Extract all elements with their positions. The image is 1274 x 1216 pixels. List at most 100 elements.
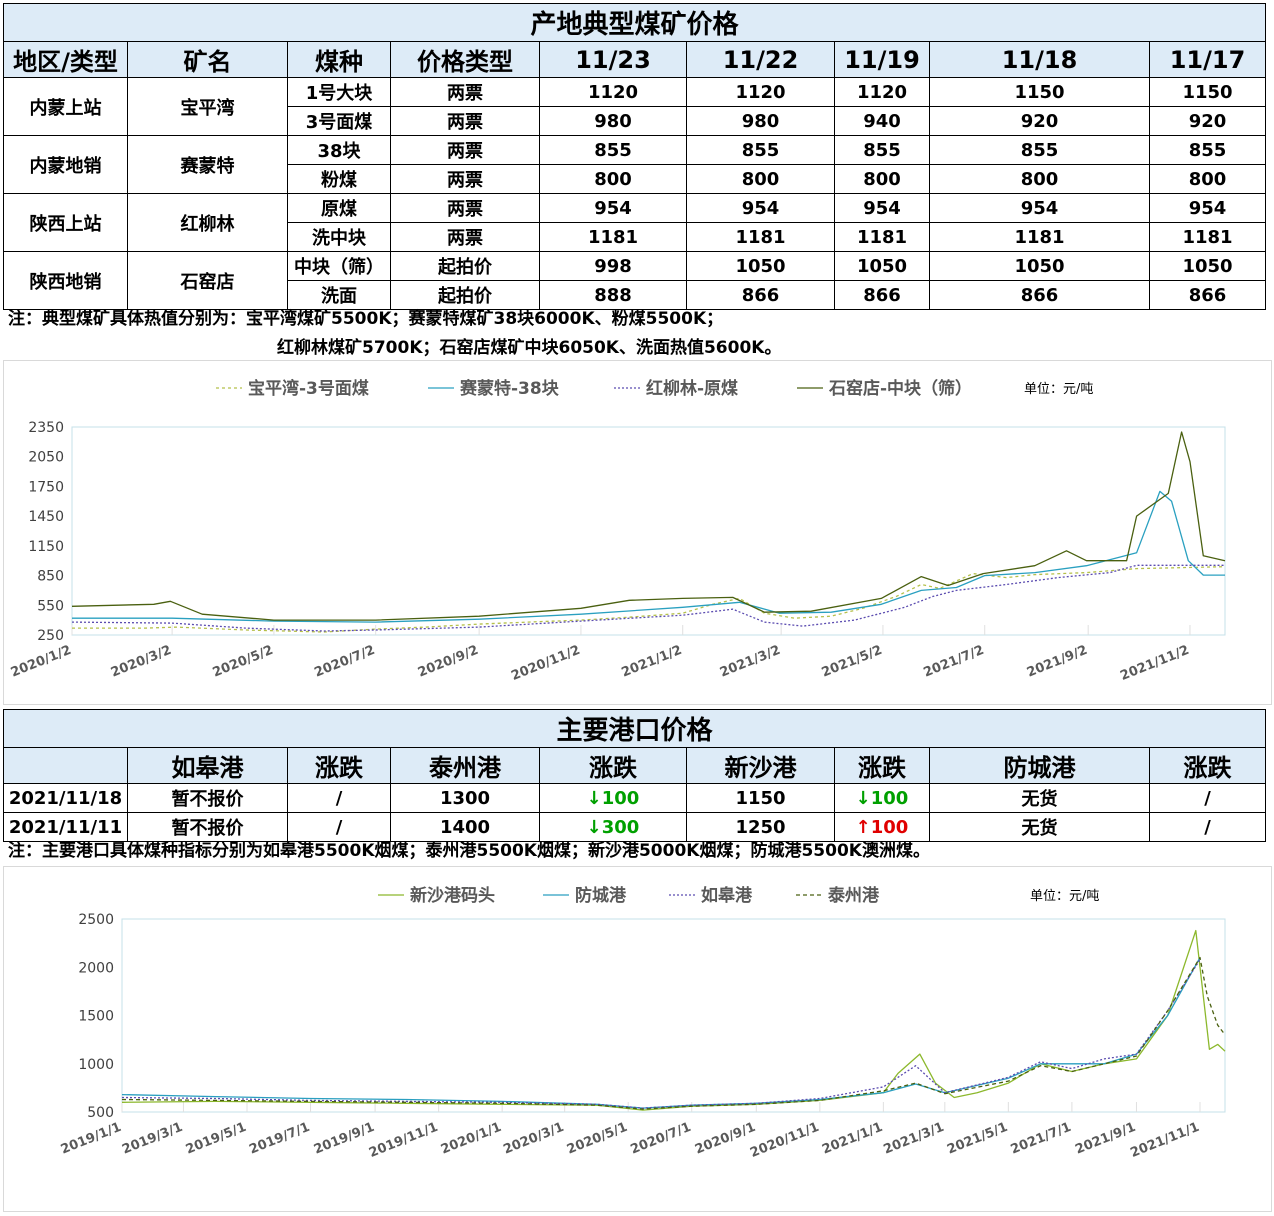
legend-label: 红柳林-原煤 xyxy=(646,378,738,399)
price-cell: 800 xyxy=(539,164,687,194)
port-fangcheng-chg-cell: / xyxy=(1148,783,1267,813)
plot-area xyxy=(121,918,1226,1113)
mine-header-cell: 价格类型 xyxy=(390,41,540,78)
x-tick-label: 2021/9/1 xyxy=(1073,1120,1138,1158)
x-tick-label: 2020/1/2 xyxy=(9,643,74,681)
legend-label: 宝平湾-3号面煤 xyxy=(248,378,369,399)
price-cell: 920 xyxy=(929,106,1150,136)
price-cell: 920 xyxy=(1148,106,1267,136)
mine-header-cell: 11/19 xyxy=(834,41,930,78)
port-table-title: 主要港口价格 xyxy=(2,709,1267,748)
coal-type-cell: 洗中块 xyxy=(287,222,391,252)
port-fangcheng-cell: 无货 xyxy=(929,783,1150,813)
port-header-cell: 涨跌 xyxy=(1148,747,1267,784)
price-cell: 866 xyxy=(1148,280,1267,310)
legend-label: 新沙港码头 xyxy=(410,885,495,906)
price-cell: 855 xyxy=(1148,135,1267,165)
y-tick-label: 1750 xyxy=(28,479,64,495)
port-xinsha-cell: 1250 xyxy=(686,812,835,842)
port-header-cell: 涨跌 xyxy=(539,747,687,784)
coal-type-cell: 1号大块 xyxy=(287,77,391,107)
x-tick-label: 2020/3/1 xyxy=(501,1120,566,1158)
mine-header-cell: 11/22 xyxy=(686,41,835,78)
price-type-cell: 两票 xyxy=(390,193,540,223)
price-cell: 940 xyxy=(834,106,930,136)
coal-type-cell: 38块 xyxy=(287,135,391,165)
coal-type-cell: 粉煤 xyxy=(287,164,391,194)
y-tick-label: 850 xyxy=(37,569,64,585)
port-taizhou-cell: 1300 xyxy=(390,783,540,813)
mine-note-line2: 红柳林煤矿5700K；石窑店煤矿中块6050K、洗面热值5600K。 xyxy=(277,338,782,358)
price-cell: 855 xyxy=(834,135,930,165)
price-cell: 855 xyxy=(539,135,687,165)
y-tick-label: 2350 xyxy=(28,420,64,436)
price-cell: 1050 xyxy=(1148,251,1267,281)
port-fangcheng-chg-cell: / xyxy=(1148,812,1267,842)
region-cell: 内蒙地销 xyxy=(3,135,128,194)
series-line-2 xyxy=(72,490,1225,623)
mine-note-line1: 注：典型煤矿具体热值分别为：宝平湾煤矿5500K；赛蒙特煤矿38块6000K、粉… xyxy=(8,309,724,329)
price-cell: 1181 xyxy=(929,222,1150,252)
price-cell: 800 xyxy=(686,164,835,194)
legend-label: 如皋港 xyxy=(701,885,753,906)
y-tick-label: 2050 xyxy=(28,450,64,466)
x-tick-label: 2021/7/2 xyxy=(921,643,986,681)
price-cell: 800 xyxy=(1148,164,1267,194)
coal-type-cell: 3号面煤 xyxy=(287,106,391,136)
price-cell: 866 xyxy=(929,280,1150,310)
port-fangcheng-cell: 无货 xyxy=(929,812,1150,842)
port-header-cell: 涨跌 xyxy=(287,747,391,784)
legend-label: 防城港 xyxy=(575,885,627,906)
region-cell: 陕西上站 xyxy=(3,193,128,252)
x-tick-label: 2021/3/1 xyxy=(882,1120,947,1158)
price-cell: 1181 xyxy=(1148,222,1267,252)
price-cell: 1120 xyxy=(834,77,930,107)
x-tick-label: 2020/9/1 xyxy=(693,1120,758,1158)
mine-header-cell: 煤种 xyxy=(287,41,391,78)
x-tick-label: 2021/11/1 xyxy=(1128,1120,1201,1161)
x-tick-label: 2020/7/1 xyxy=(628,1120,693,1158)
x-tick-label: 2020/3/2 xyxy=(109,643,174,681)
port-date-cell: 2021/11/18 xyxy=(3,783,128,813)
table-row: 粉煤 两票 800 800 800 800 800 xyxy=(4,164,1267,194)
price-type-cell: 两票 xyxy=(390,164,540,194)
port-taizhou-chg-cell: ↓300 xyxy=(539,812,687,842)
mine-header-cell: 11/17 xyxy=(1148,41,1267,78)
price-cell: 1150 xyxy=(929,77,1150,107)
y-tick-label: 1450 xyxy=(28,509,64,525)
y-tick-label: 2000 xyxy=(78,960,114,976)
x-tick-label: 2020/11/2 xyxy=(509,643,582,684)
series-line-3 xyxy=(121,959,1201,1109)
series-line-1 xyxy=(121,929,1226,1111)
price-cell: 954 xyxy=(539,193,687,223)
mine-header-cell: 11/23 xyxy=(539,41,687,78)
x-tick-label: 2021/1/2 xyxy=(619,643,684,681)
mine-price-chart: 宝平湾-3号面煤 赛蒙特-38块 红柳林-原煤 石窑店-中块（筛） 单位：元/吨 250 5… xyxy=(3,360,1272,705)
price-cell: 1181 xyxy=(539,222,687,252)
price-cell: 954 xyxy=(834,193,930,223)
mine-table-title: 产地典型煤矿价格 xyxy=(2,3,1267,42)
table-row: 3号面煤 两票 980 980 940 920 920 xyxy=(4,106,1267,136)
x-tick-label: 2020/1/1 xyxy=(439,1120,504,1158)
plot-area xyxy=(71,426,1226,636)
mine-header-cell: 矿名 xyxy=(127,41,288,78)
series-line-2 xyxy=(121,957,1201,1109)
price-cell: 954 xyxy=(929,193,1150,223)
unit-label: 单位：元/吨 xyxy=(1030,889,1099,904)
port-price-table: 主要港口价格 如皋港 涨跌 泰州港 涨跌 新沙港 涨跌 防城港 涨跌 2021/11/18 暂不… xyxy=(2,709,1267,842)
mine-header-cell: 地区/类型 xyxy=(3,41,128,78)
table-row: 内蒙上站 宝平湾 1号大块 两票 1120 1120 1120 1150 1150 xyxy=(3,77,1267,136)
price-cell: 1181 xyxy=(834,222,930,252)
port-xinsha-chg-cell: ↓100 xyxy=(834,783,930,813)
y-tick-label: 1150 xyxy=(28,539,64,555)
coal-type-cell: 原煤 xyxy=(287,193,391,223)
mine-name-cell: 赛蒙特 xyxy=(127,135,288,194)
y-tick-label: 550 xyxy=(37,598,64,614)
table-row: 2021/11/18 暂不报价/1300 ↓100 1150 ↓100 无货 / xyxy=(3,783,1267,813)
price-cell: 1050 xyxy=(929,251,1150,281)
x-tick-label: 2021/3/2 xyxy=(718,643,783,681)
table-row: 内蒙地销 赛蒙特 38块 两票 855 855 855 855 855 xyxy=(3,135,1267,194)
table-row: 洗面 起拍价 888 866 866 866 866 xyxy=(4,280,1267,310)
price-cell: 800 xyxy=(834,164,930,194)
price-cell: 980 xyxy=(539,106,687,136)
